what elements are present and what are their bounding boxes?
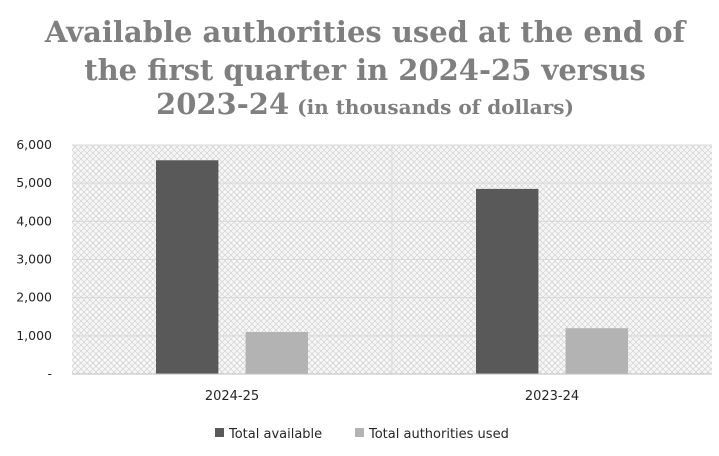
bar-total-available <box>476 188 539 374</box>
legend: Total available Total authorities used <box>215 427 509 442</box>
x-axis-categories: 2024-25 2023-24 <box>205 389 579 404</box>
legend-label: Total authorities used <box>368 427 509 442</box>
legend-swatch <box>215 428 224 437</box>
chart-title-year: 2023-24 <box>156 87 289 121</box>
category-label: 2024-25 <box>205 389 259 404</box>
bar-total-authorities-used <box>565 328 628 374</box>
chart-title-line-2: the first quarter in 2024-25 versus <box>84 53 646 87</box>
bar-total-authorities-used <box>245 332 308 374</box>
chart-title-line-3: 2023-24 (in thousands of dollars) <box>156 87 574 121</box>
y-tick-label: 2,000 <box>16 290 52 305</box>
chart-title-units: (in thousands of dollars) <box>297 95 574 119</box>
y-axis-ticks: - 1,000 2,000 3,000 4,000 5,000 6,000 <box>16 137 52 381</box>
bars <box>156 160 628 374</box>
category-label: 2023-24 <box>525 389 579 404</box>
y-tick-label: - <box>47 366 52 381</box>
y-tick-label: 3,000 <box>16 252 52 267</box>
y-tick-label: 4,000 <box>16 213 52 228</box>
y-tick-label: 5,000 <box>16 175 52 190</box>
bar-total-available <box>156 160 219 374</box>
chart-title-line-1: Available authorities used at the end of <box>44 15 688 49</box>
y-tick-label: 1,000 <box>16 328 52 343</box>
legend-swatch <box>355 428 364 437</box>
legend-label: Total available <box>228 427 322 442</box>
y-tick-label: 6,000 <box>16 137 52 152</box>
